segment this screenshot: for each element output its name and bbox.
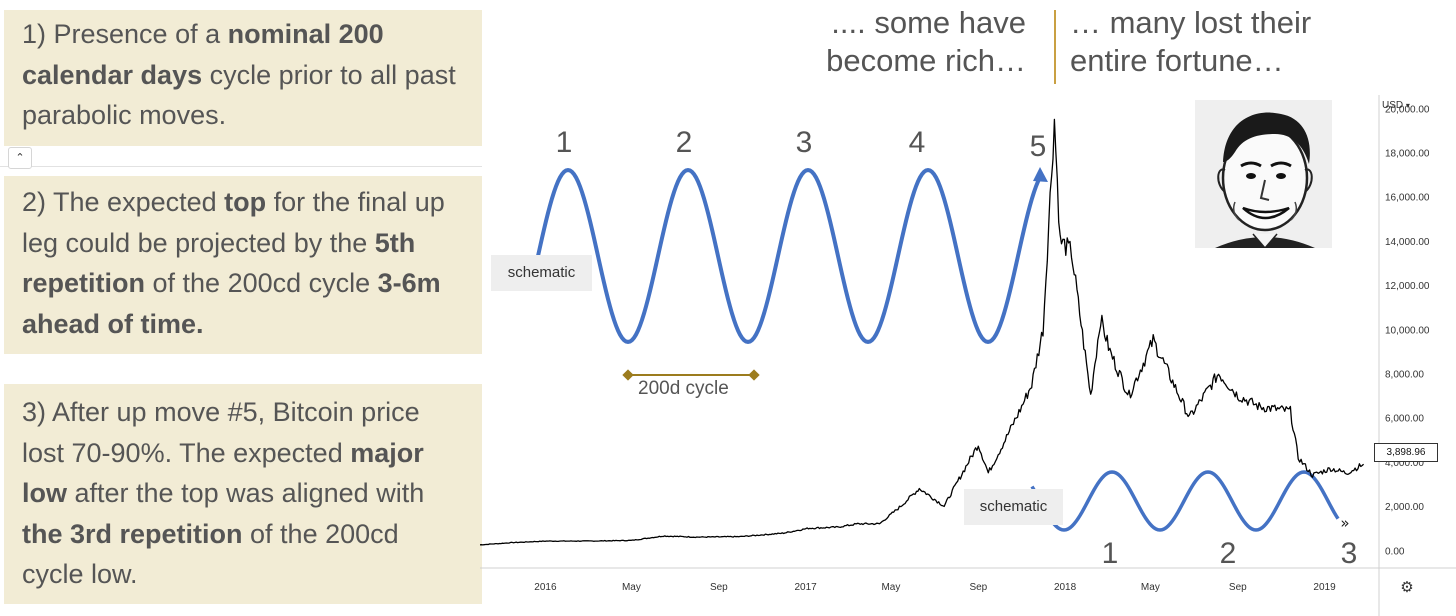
y-tick-label: 14,000.00 <box>1385 237 1430 248</box>
note-text: 3-6m ahead of time. <box>22 268 441 339</box>
top-cycle-number: 5 <box>1030 130 1047 163</box>
currency-selector[interactable]: USD ▾ <box>1378 96 1418 115</box>
panel-divider <box>0 166 482 167</box>
price-line <box>480 118 1365 546</box>
note-text: 2) The expected <box>22 187 225 217</box>
scroll-to-realtime-button[interactable]: » <box>1334 512 1356 534</box>
bottom-cycle-number: 1 <box>1102 537 1119 570</box>
portrait-image <box>1195 100 1332 248</box>
note-text: after the top was aligned with <box>67 478 425 508</box>
schematic-label-top: schematic <box>491 255 592 291</box>
y-tick-label: 18,000.00 <box>1385 148 1430 159</box>
chevron-down-icon: ▾ <box>1405 101 1410 110</box>
quote-divider <box>1054 10 1056 84</box>
wave-arrow-icon <box>1033 167 1048 182</box>
x-tick-label: 2016 <box>534 582 557 593</box>
y-tick-label: 6,000.00 <box>1385 414 1424 425</box>
bottom-cycle-number: 2 <box>1220 537 1237 570</box>
chart-settings-button[interactable]: ⚙ <box>1396 576 1418 598</box>
note-presence-of-cycle: 1) Presence of a nominal 200 calendar da… <box>4 10 482 146</box>
collapse-button[interactable]: ⌃ <box>8 147 32 169</box>
top-cycle-number: 1 <box>556 126 573 159</box>
note-text: nominal 200 calendar days <box>22 19 384 90</box>
note-expected-top: 2) The expected top for the final up leg… <box>4 176 482 354</box>
note-text: top <box>224 187 267 217</box>
y-tick-label: 4,000.00 <box>1385 458 1424 469</box>
y-tick-label: 0.00 <box>1385 546 1405 557</box>
last-price-label: 3,898.96 <box>1374 443 1438 462</box>
top-cycle-number: 3 <box>796 126 813 159</box>
note-text: major low <box>22 437 424 509</box>
bottom-cycle-number: 3 <box>1341 537 1358 570</box>
currency-label: USD <box>1382 100 1404 111</box>
chevron-up-icon: ⌃ <box>15 151 25 164</box>
note-text: for the final up leg could be projected … <box>22 187 445 258</box>
y-tick-label: 20,000.00 <box>1385 104 1430 115</box>
x-tick-label: 2018 <box>1054 582 1077 593</box>
x-tick-label: May <box>1141 582 1160 593</box>
y-tick-label: 16,000.00 <box>1385 193 1430 204</box>
note-text: 5th repetition <box>22 227 416 299</box>
quote-rich: .... some have become rich… <box>826 5 1026 78</box>
y-tick-label: 12,000.00 <box>1385 281 1430 292</box>
y-tick-label: 2,000.00 <box>1385 502 1424 513</box>
note-expected-low: 3) After up move #5, Bitcoin price lost … <box>4 384 482 604</box>
price-axis: 0.00 2,000.00 4,000.00 6,000.00 8,000.00 10,0… <box>1385 104 1430 557</box>
y-tick-label: 10,000.00 <box>1385 325 1430 336</box>
x-tick-label: 2017 <box>794 582 817 593</box>
top-cycle-number: 2 <box>676 126 693 159</box>
x-tick-label: May <box>881 582 900 593</box>
gear-icon: ⚙ <box>1400 578 1414 596</box>
x-tick-label: 2019 <box>1313 582 1336 593</box>
schematic-cycle-wave-bottom <box>1030 470 1340 532</box>
x-tick-label: May <box>622 582 641 593</box>
note-text: 3) After up move #5, Bitcoin price lost … <box>22 397 420 468</box>
schematic-cycle-wave-top <box>536 167 1042 345</box>
x-tick-label: Sep <box>969 582 987 593</box>
note-text: the 3rd repetition <box>22 518 243 549</box>
top-cycle-number: 4 <box>909 126 926 159</box>
note-text: of the 200cd cycle low. <box>22 518 399 590</box>
time-axis: 2016 May Sep 2017 May Sep 2018 May Sep 2019 <box>534 582 1336 593</box>
x-tick-label: Sep <box>1229 582 1247 593</box>
quote-lost-fortune: … many lost their entire fortune… <box>1070 5 1312 78</box>
cycle-length-marker <box>622 369 760 381</box>
note-text: of the 200cd cycle <box>145 268 378 298</box>
schematic-label-bottom: schematic <box>964 489 1063 525</box>
x-tick-label: Sep <box>710 582 728 593</box>
double-chevron-right-icon: » <box>1340 514 1350 532</box>
cycle-length-label: 200d cycle <box>638 378 729 399</box>
y-tick-label: 8,000.00 <box>1385 370 1424 381</box>
note-text: 1) Presence of a <box>22 19 228 49</box>
note-text: cycle prior to all past parabolic moves. <box>22 59 456 131</box>
bitcoin-price-chart: 0.00 2,000.00 4,000.00 6,000.00 8,000.00 10,0… <box>480 95 1456 616</box>
